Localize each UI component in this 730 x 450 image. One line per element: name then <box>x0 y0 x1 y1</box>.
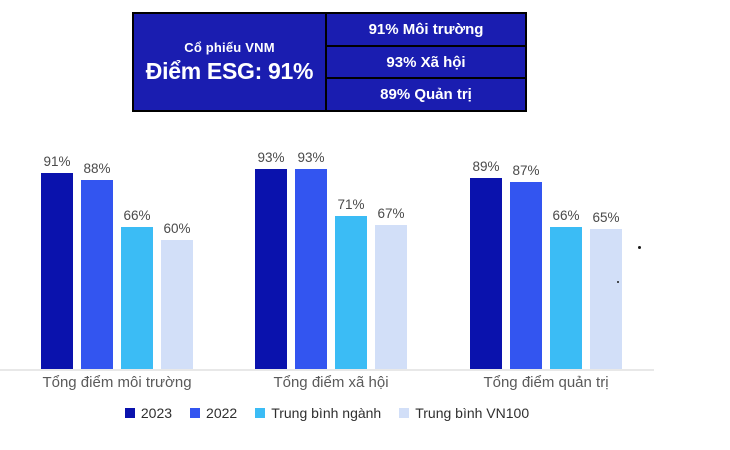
bar-group: 89% 87% 66% 65% <box>470 154 622 369</box>
bar-column: 93% <box>255 150 287 369</box>
legend-item-trung-bình-vn100: Trung bình VN100 <box>399 405 529 421</box>
bar-2023 <box>41 173 73 369</box>
bar-value-label: 93% <box>297 150 325 165</box>
bar-column: 88% <box>81 161 113 369</box>
bar-value-label: 71% <box>337 197 365 212</box>
esg-breakdown: 91% Môi trường 93% Xã hội 89% Quản trị <box>325 14 525 110</box>
legend-item-trung-bình-ngành: Trung bình ngành <box>255 405 381 421</box>
bar-2022 <box>510 182 542 369</box>
category-label: Tổng điểm môi trường <box>42 374 192 391</box>
bar-value-label: 66% <box>123 208 151 223</box>
category-label: Tổng điểm quản trị <box>483 374 609 391</box>
legend-swatch <box>255 408 266 418</box>
bar-column: 91% <box>41 154 73 369</box>
bar-value-label: 88% <box>83 161 111 176</box>
legend-label: 2023 <box>140 405 173 421</box>
bar-2022 <box>295 169 327 369</box>
bar-column: 71% <box>335 197 367 369</box>
bar-group: 91% 88% 66% 60% <box>41 154 193 369</box>
bar-column: 93% <box>295 150 327 369</box>
bar-trung-bình-ngành <box>121 227 153 369</box>
bar-2023 <box>470 178 502 369</box>
bar-trung-bình-vn100 <box>375 225 407 369</box>
category-label-row: Tổng điểm môi trường Tổng điểm xã hội Tổng… <box>0 374 654 394</box>
bar-2022 <box>81 180 113 369</box>
bar-value-label: 66% <box>552 208 580 223</box>
bar-value-label: 60% <box>163 221 191 236</box>
legend-swatch <box>190 408 201 418</box>
bar-value-label: 67% <box>377 206 405 221</box>
bar-column: 66% <box>550 208 582 369</box>
legend-label: 2022 <box>206 405 238 421</box>
esg-score-label: Điểm ESG: 91% <box>145 57 314 84</box>
bar-trung-bình-ngành <box>550 227 582 369</box>
dust-speck <box>638 246 641 249</box>
breakdown-governance: 89% Quản trị <box>327 77 525 110</box>
bar-column: 67% <box>375 206 407 369</box>
bar-trung-bình-vn100 <box>161 240 193 369</box>
bar-column: 60% <box>161 221 193 369</box>
bar-column: 89% <box>470 159 502 369</box>
legend-swatch <box>399 408 410 418</box>
bar-value-label: 89% <box>472 159 500 174</box>
esg-summary-card: Cổ phiếu VNM Điểm ESG: 91% 91% Môi trườn… <box>132 12 527 112</box>
breakdown-environment: 91% Môi trường <box>368 20 484 38</box>
bar-group: 93% 93% 71% 67% <box>255 150 407 369</box>
category-label: Tổng điểm xã hội <box>273 374 389 391</box>
esg-summary-left: Cổ phiếu VNM Điểm ESG: 91% <box>134 14 325 110</box>
legend: 2023 2022 Trung bình ngành Trung bình VN100 <box>0 405 654 421</box>
bar-column: 65% <box>590 210 622 369</box>
bar-value-label: 91% <box>43 154 71 169</box>
breakdown-social: 93% Xã hội <box>327 44 525 78</box>
legend-swatch <box>124 408 135 418</box>
bar-value-label: 93% <box>257 150 285 165</box>
stock-label: Cổ phiếu VNM <box>184 39 275 55</box>
plot-area: 91% 88% 66% 60% 93% 93% 71% 67% 89% 87% 66% 65% <box>0 150 654 371</box>
bar-column: 66% <box>121 208 153 369</box>
bar-value-label: 65% <box>592 210 620 225</box>
dust-speck <box>617 281 619 283</box>
bar-column: 87% <box>510 163 542 369</box>
bar-value-label: 87% <box>512 163 540 178</box>
legend-item-2022: 2022 <box>190 405 237 421</box>
bar-trung-bình-vn100 <box>590 229 622 369</box>
legend-label: Trung bình VN100 <box>415 405 530 421</box>
bar-trung-bình-ngành <box>335 216 367 369</box>
legend-label: Trung bình ngành <box>271 405 382 421</box>
bar-2023 <box>255 169 287 369</box>
legend-item-2023: 2023 <box>124 405 173 421</box>
